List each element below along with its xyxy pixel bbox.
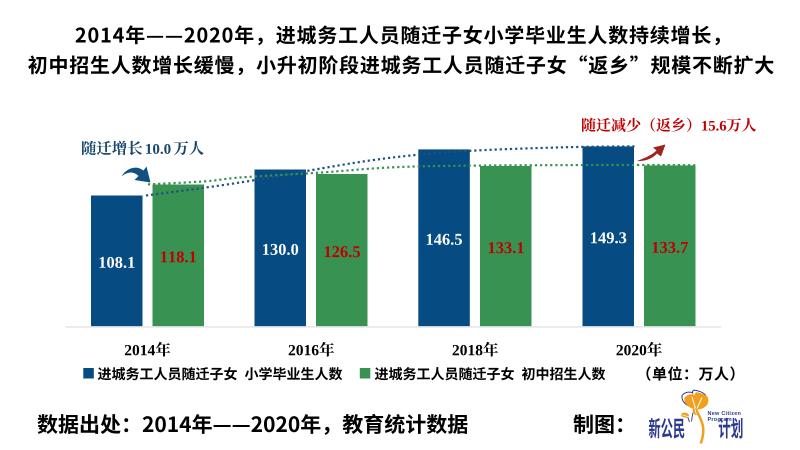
svg-text:New Citizen: New Citizen: [708, 411, 742, 417]
svg-text:Program: Program: [708, 417, 732, 423]
